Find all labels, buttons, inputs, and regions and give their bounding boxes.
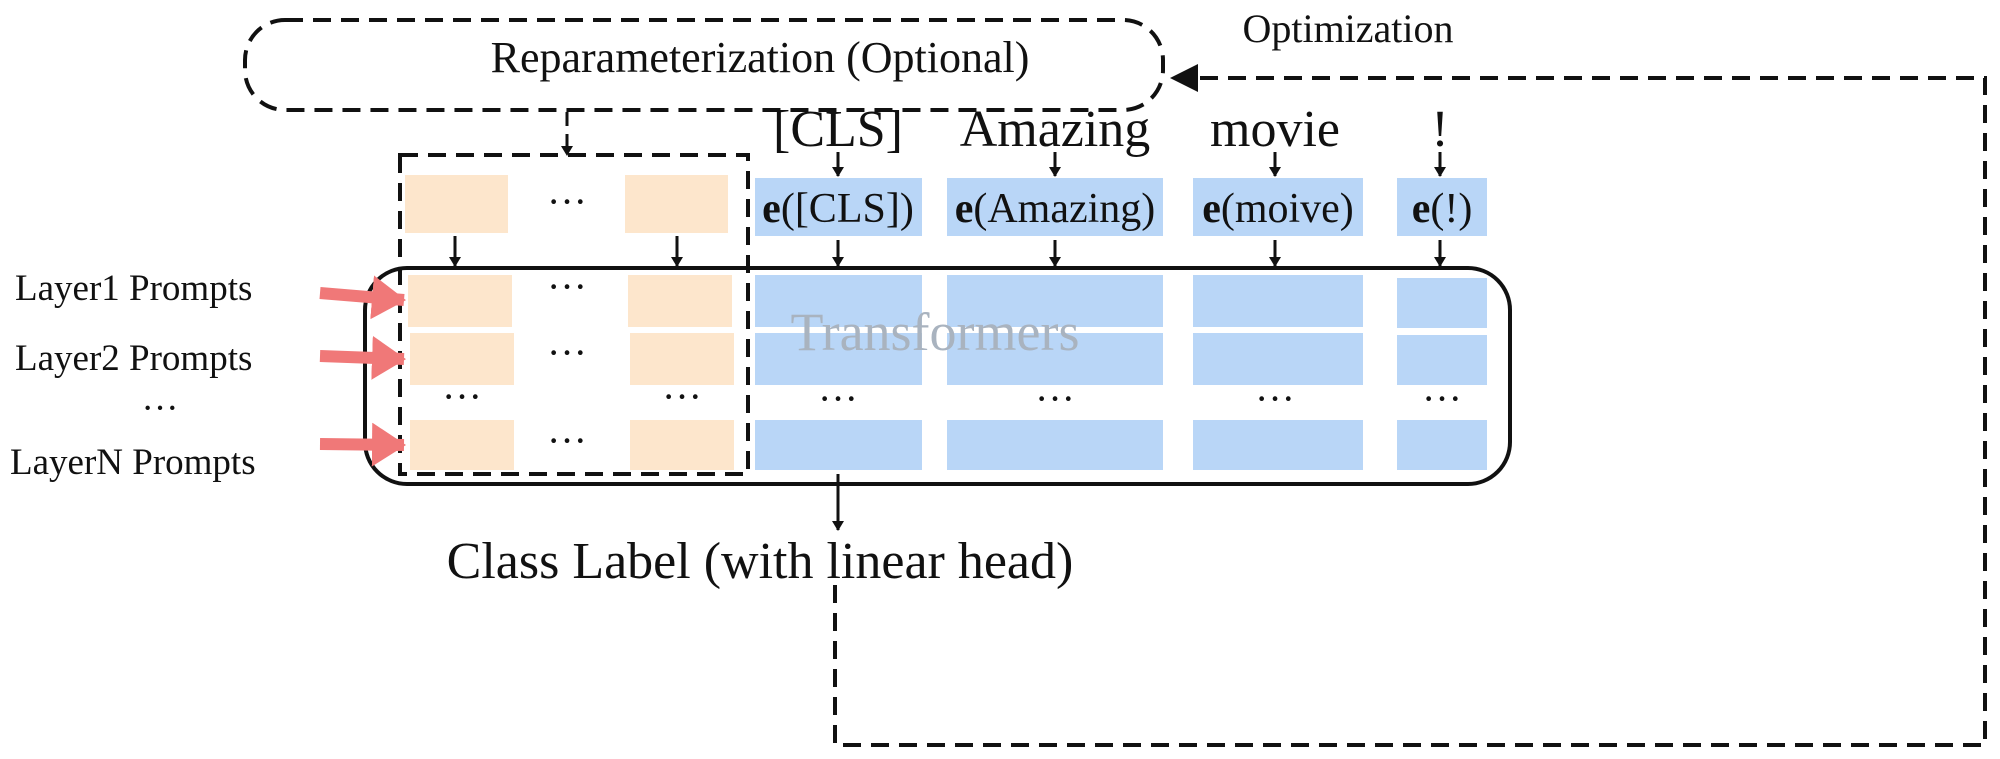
token-embedding-label: e(!) xyxy=(1412,186,1473,232)
layer-label: Layer1 Prompts xyxy=(15,268,252,309)
ellipsis: ··· xyxy=(1422,376,1462,421)
token-word: Amazing xyxy=(960,101,1151,158)
embedding-prefix: e xyxy=(762,186,781,232)
prompt-embeddings: ··· xyxy=(405,175,728,267)
token-embedding-label: e([CLS]) xyxy=(762,186,914,232)
embedding-prefix: e xyxy=(955,186,974,232)
transformer-label: Transformers xyxy=(791,302,1080,362)
token-cell xyxy=(1193,420,1363,470)
prompt-cell xyxy=(408,275,512,327)
token-cell xyxy=(1397,335,1487,385)
reparameterization-label: Reparameterization (Optional) xyxy=(491,33,1030,82)
ellipsis: ··· xyxy=(547,264,587,309)
token-cell xyxy=(1397,278,1487,328)
token-column-amazing: Amazing e(Amazing) ··· xyxy=(947,101,1163,470)
optimization-arrowhead-icon xyxy=(1170,64,1198,92)
token-word: ! xyxy=(1431,101,1448,158)
token-embedding xyxy=(947,178,1163,236)
token-column-movie: movie e(moive) ··· xyxy=(1193,101,1363,470)
token-cell xyxy=(755,275,922,327)
ellipsis: ··· xyxy=(442,374,482,419)
ellipsis: ··· xyxy=(662,374,702,419)
prompt-arrow xyxy=(319,275,406,320)
prompt-group-box xyxy=(398,153,750,476)
layer-label: Layer2 Prompts xyxy=(15,338,252,379)
embedding-arg: (!) xyxy=(1430,186,1472,232)
token-cell xyxy=(947,420,1163,470)
prompt-cell xyxy=(410,420,514,470)
token-cell xyxy=(1193,275,1363,327)
token-cell xyxy=(947,333,1163,385)
token-column-cls: [CLS] e([CLS]) ··· xyxy=(755,101,922,470)
prompt-cell xyxy=(630,420,734,470)
prompt-cell xyxy=(405,175,508,233)
prompt-cell xyxy=(630,333,734,385)
embedding-arg: (Amazing) xyxy=(973,186,1155,232)
prompt-cell xyxy=(410,333,514,385)
layer-label: ··· xyxy=(142,388,179,429)
prompt-grid: ··· ··· ··· ··· ··· xyxy=(408,264,734,470)
layer-label: LayerN Prompts xyxy=(10,442,256,483)
token-embedding xyxy=(755,178,922,236)
token-cell xyxy=(755,420,922,470)
output-label: Class Label (with linear head) xyxy=(447,533,1074,590)
ellipsis: ··· xyxy=(547,330,587,375)
ellipsis: ··· xyxy=(1035,376,1075,421)
token-embedding-label: e(Amazing) xyxy=(955,186,1156,232)
token-cell xyxy=(1193,333,1363,385)
optimization-loop: Optimization xyxy=(833,6,1987,747)
optimization-dashed-path xyxy=(833,76,1987,747)
ellipsis: ··· xyxy=(547,179,587,224)
token-cell xyxy=(755,333,922,385)
prompt-cell xyxy=(625,175,728,233)
embedding-prefix: e xyxy=(1412,186,1431,232)
token-column-exclamation: ! e(!) ··· xyxy=(1397,101,1487,470)
token-word: [CLS] xyxy=(773,101,903,158)
layer-labels: Layer1 Prompts Layer2 Prompts ··· LayerN… xyxy=(10,268,406,483)
token-embedding xyxy=(1397,178,1487,236)
embedding-arg: (moive) xyxy=(1221,186,1354,232)
optimization-label: Optimization xyxy=(1242,6,1453,51)
reparameterization-border xyxy=(243,18,1165,112)
ellipsis: ··· xyxy=(547,418,587,463)
reparameterization-box: Reparameterization (Optional) xyxy=(243,18,1165,112)
ellipsis: ··· xyxy=(818,376,858,421)
prompt-cell xyxy=(628,275,732,327)
embedding-arg: ([CLS]) xyxy=(781,186,914,232)
token-embedding xyxy=(1193,178,1363,236)
prompt-arrow xyxy=(319,335,406,380)
token-embedding-label: e(moive) xyxy=(1202,186,1354,232)
transformer-box xyxy=(363,266,1512,486)
token-cell xyxy=(947,275,1163,327)
token-word: movie xyxy=(1210,101,1340,158)
prompt-arrow xyxy=(319,422,406,467)
embedding-prefix: e xyxy=(1202,186,1221,232)
token-cell xyxy=(1397,420,1487,470)
ellipsis: ··· xyxy=(1255,376,1295,421)
